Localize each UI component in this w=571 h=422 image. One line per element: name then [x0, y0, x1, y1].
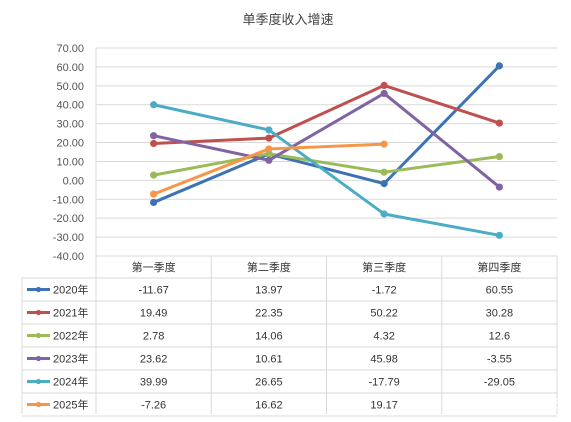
series-2024年: [150, 101, 503, 239]
category-label: 第二季度: [247, 260, 291, 274]
data-label: 39.99: [140, 377, 168, 389]
data-label: -7.26: [141, 400, 166, 412]
category-label: 第三季度: [362, 260, 406, 274]
y-tick-label: 10.00: [56, 156, 84, 168]
legend-key-marker: [35, 332, 42, 339]
y-tick-label: -30.00: [53, 232, 84, 244]
series-2021年: [150, 81, 503, 148]
y-tick-label: 50.00: [56, 81, 84, 93]
data-point: [150, 198, 158, 207]
y-axis: 70.00 60.00 50.00 40.00 30.00 20.00 10.00 0.00 -…: [53, 43, 84, 263]
data-point: [265, 134, 273, 142]
data-table: 第一季度 第二季度 第三季度 第四季度 2020年 -11.67 13.97 -1.72 60.…: [21, 256, 558, 417]
legend-key-marker: [35, 378, 42, 385]
series-line: [152, 83, 501, 146]
legend-label: 2023年: [53, 352, 88, 366]
data-point: [380, 140, 388, 148]
legend-label: 2024年: [53, 375, 88, 389]
data-label: 19.49: [140, 308, 168, 320]
data-point: [380, 89, 388, 98]
data-point: [150, 132, 158, 140]
series-2022年: [150, 150, 503, 179]
series-line: [152, 91, 501, 189]
series-2025年: [150, 140, 388, 198]
data-point: [495, 152, 503, 161]
data-point: [495, 119, 503, 127]
series-lines: [150, 62, 503, 239]
legend-key-marker: [35, 309, 42, 316]
data-label: 13.97: [255, 285, 283, 297]
data-label: 4.32: [373, 331, 394, 343]
legend-label: 2022年: [53, 329, 88, 343]
y-tick-label: -40.00: [53, 251, 84, 263]
y-tick-label: 70.00: [56, 43, 84, 55]
data-label: 16.62: [255, 400, 283, 412]
y-tick-label: 0.00: [63, 175, 84, 187]
data-point: [265, 145, 273, 153]
series-line: [152, 103, 501, 237]
data-point: [150, 139, 158, 148]
data-point: [380, 168, 388, 176]
series-line: [152, 152, 501, 177]
data-point: [150, 171, 158, 179]
watermark: 雪球：黄油小啤酒: [451, 397, 563, 413]
series-2023年: [150, 89, 503, 191]
legend-key-marker: [35, 286, 42, 293]
legend-key-marker: [35, 401, 42, 408]
data-point: [150, 190, 158, 198]
category-label: 第四季度: [477, 260, 521, 274]
data-label: -1.72: [372, 285, 397, 297]
legend-label: 2025年: [53, 398, 88, 412]
data-label: 12.6: [489, 331, 510, 343]
chart-title: 单季度收入增速: [242, 12, 333, 27]
data-label: 14.06: [255, 331, 283, 343]
legend-key-marker: [35, 355, 42, 362]
legend-label: 2020年: [53, 283, 88, 297]
data-label: -3.55: [487, 354, 512, 366]
data-point: [150, 101, 158, 109]
data-label: 26.65: [255, 377, 283, 389]
data-point: [265, 156, 273, 164]
data-point: [380, 180, 388, 188]
data-label: 22.35: [255, 308, 283, 320]
data-point: [380, 210, 388, 218]
data-label: -17.79: [369, 377, 400, 389]
series-line: [152, 64, 501, 204]
data-label: -29.05: [484, 377, 515, 389]
y-tick-label: 30.00: [56, 119, 84, 131]
y-tick-label: 20.00: [56, 138, 84, 150]
data-point: [380, 81, 388, 90]
data-point: [495, 183, 503, 191]
y-tick-label: 60.00: [56, 62, 84, 74]
y-tick-label: 40.00: [56, 100, 84, 112]
y-tick-label: -20.00: [53, 213, 84, 225]
data-label: 45.98: [370, 354, 398, 366]
data-label: -11.67: [138, 285, 168, 297]
data-label: 10.61: [255, 354, 283, 366]
data-label: 19.17: [370, 400, 398, 412]
data-label: 50.22: [370, 308, 398, 320]
series-2020年: [150, 62, 503, 207]
data-label: 2.78: [143, 331, 164, 343]
data-point: [495, 62, 503, 70]
data-label: 60.55: [486, 285, 514, 297]
category-label: 第一季度: [132, 260, 176, 274]
data-label: 23.62: [140, 354, 168, 366]
y-tick-label: -10.00: [53, 194, 84, 206]
data-point: [265, 126, 273, 134]
legend-label: 2021年: [53, 306, 88, 320]
data-point: [495, 231, 503, 239]
data-label: 30.28: [486, 308, 514, 320]
